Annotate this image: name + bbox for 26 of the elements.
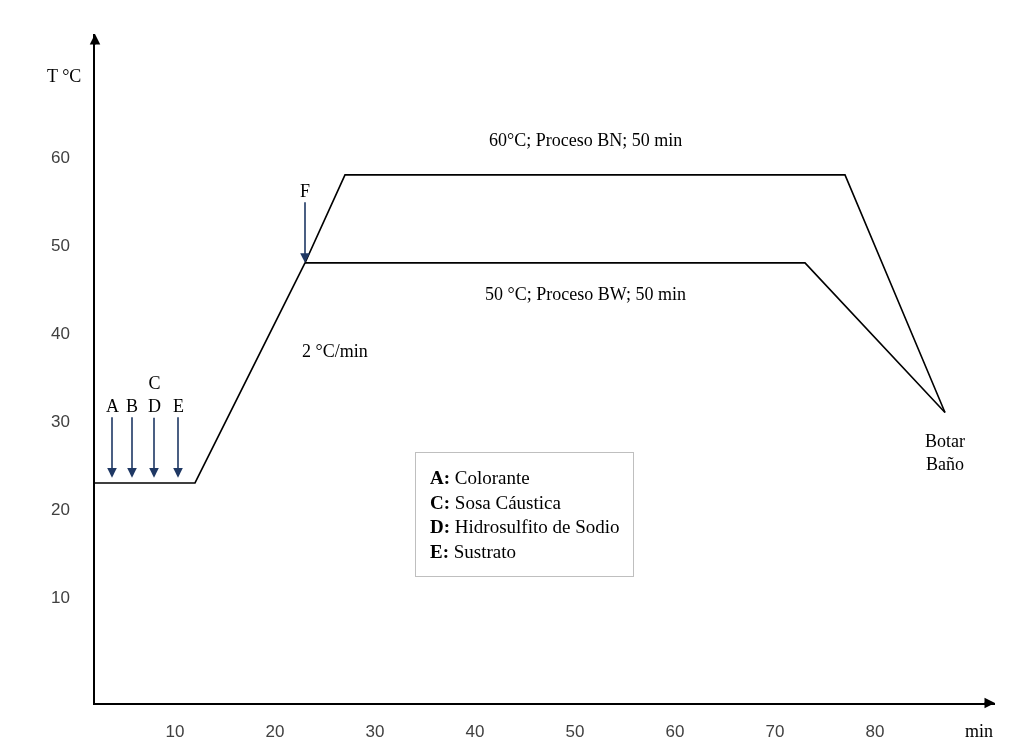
x-tick-label: 30	[365, 722, 385, 742]
annotation: 60°C; Proceso BN; 50 min	[489, 130, 683, 150]
annotation: E	[173, 396, 184, 416]
y-tick-label: 60	[50, 148, 70, 168]
annotation: 50 °C; Proceso BW; 50 min	[485, 284, 687, 304]
y-tick-label: 10	[50, 588, 70, 608]
x-tick-label: 40	[465, 722, 485, 742]
x-tick-label: 80	[865, 722, 885, 742]
y-tick-label: 40	[50, 324, 70, 344]
annotation: 2 °C/min	[302, 341, 368, 361]
annotation: B	[126, 396, 139, 416]
x-tick-label: 70	[765, 722, 785, 742]
annotation: A	[106, 396, 119, 416]
x-axis-title: min	[965, 721, 994, 741]
y-tick-label: 30	[50, 412, 70, 432]
x-tick-label: 60	[665, 722, 685, 742]
x-tick-label: 20	[265, 722, 285, 742]
y-tick-label: 50	[50, 236, 70, 256]
y-tick-label: 20	[50, 500, 70, 520]
annotation: A: Colorante C: Sosa Cáustica D: Hidrosulfito de Sodio E: Sustrato	[430, 467, 620, 563]
annotation: Botar Baño	[925, 431, 965, 475]
y-axis-title: T °C	[47, 66, 82, 86]
x-tick-label: 10	[165, 722, 185, 742]
annotation: C D	[148, 373, 161, 417]
annotation: F	[300, 181, 311, 201]
x-tick-label: 50	[565, 722, 585, 742]
